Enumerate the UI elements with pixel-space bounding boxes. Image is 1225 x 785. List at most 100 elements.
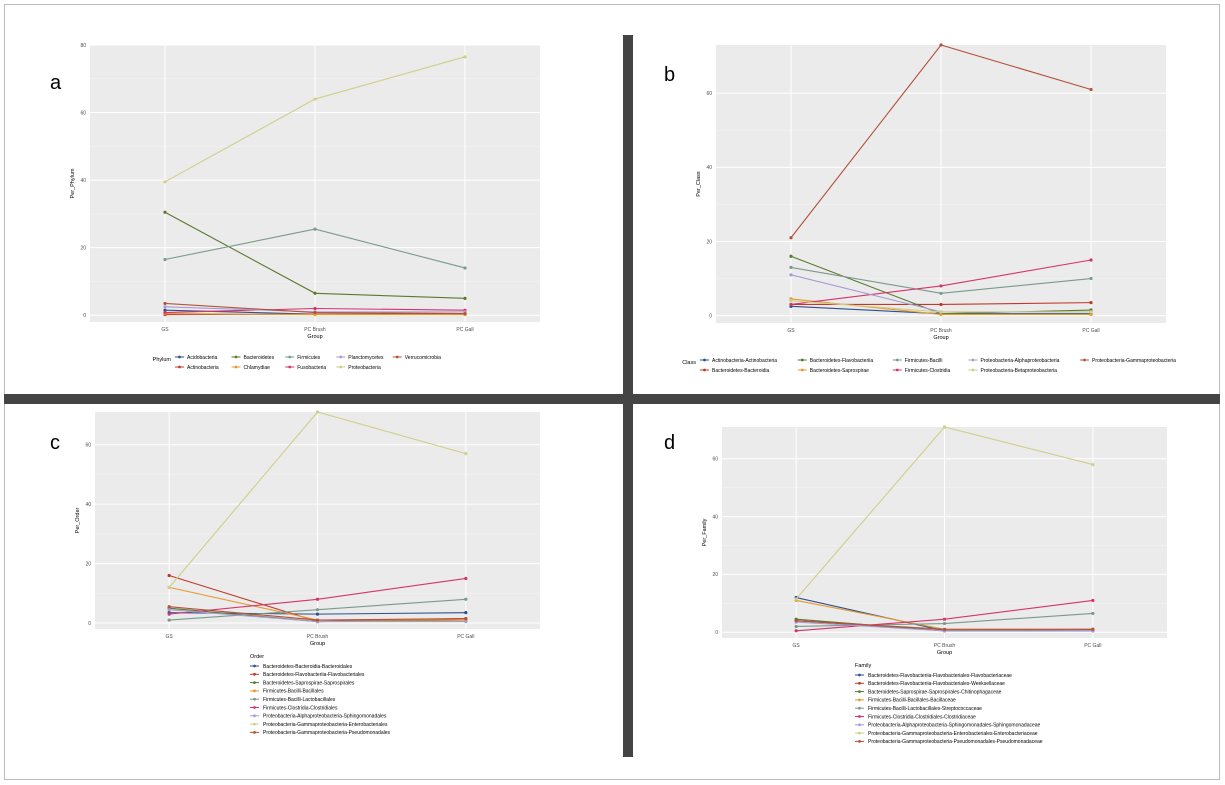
legend-label: Bacteroidetes-Saprospirae [810,368,869,374]
legend-title: Phylum [153,357,172,363]
data-point [1089,276,1093,281]
y-tick-label: 40 [706,165,712,171]
chart-panel-a: a 0 20 40 60 80 GS PC Brush PC Gall Group Per_Phy… [0,0,620,392]
data-point [463,296,467,300]
legend-key-point [895,368,899,372]
legend-key-point [234,355,238,359]
legend-label: Proteobacteria-Gammaproteobacteria-Pseud… [263,730,391,736]
legend-label: Actinobacteria-Actinobacteria [712,358,777,364]
legend-key-point [703,358,706,362]
legend-key-point [253,731,256,734]
x-axis-title: Group [933,335,948,341]
legend-label: Bacteroidetes-Saprospirae-Saprospirales [263,680,355,686]
data-point [942,617,947,621]
legend-label: Proteobacteria [348,365,381,371]
data-point [1089,87,1093,92]
data-point [464,619,468,624]
data-point [942,627,947,631]
x-tick-label: PC Gall [456,327,473,333]
legend-label: Firmicutes-Clostridia [905,368,951,374]
legend-key-point [288,355,292,359]
legend-label: Verrucomicrobia [405,355,441,361]
x-tick-label: PC Gall [1082,328,1099,334]
legend-key-point [895,358,899,362]
legend-key-point [971,358,975,362]
data-point [315,612,320,616]
legend-label: Bacteroidetes-Flavobacteriia-Flavobacter… [868,681,1005,687]
y-axis-title: Per_Order [75,507,81,533]
legend-label: Firmicutes-Bacilli [905,358,943,364]
legend-label: Proteobacteria-Alphaproteobacteria-Sphin… [868,723,1041,729]
x-tick-label: PC Gall [1084,643,1101,649]
x-tick-label: PC Gall [457,634,474,640]
y-tick-label: 40 [712,514,718,520]
legend-label: Firmicutes [297,355,321,361]
data-point [789,299,793,303]
legend-label: Planctomycetes [348,355,384,361]
y-tick-label: 60 [80,110,86,116]
data-point [463,311,467,316]
data-point [789,273,793,277]
y-tick-label: 0 [88,621,91,627]
data-point [1089,310,1093,314]
legend-title: Family [855,663,871,669]
data-point [942,425,947,429]
legend-key-point [858,690,861,693]
data-point [313,97,317,101]
legend-label: Bacteroidetes-Bacteroidia [712,368,769,374]
data-point [163,257,167,262]
x-tick-label: PC Brush [934,643,956,649]
legend-key-point [395,355,399,359]
legend-label: Firmicutes-Bacilli-Bacillales-Bacillacea… [868,698,956,704]
data-point [1089,258,1093,262]
x-tick-label: GS [787,328,795,334]
x-tick-label: GS [166,634,174,640]
legend-key-point [253,714,256,718]
legend-label: Proteobacteria-Gammaproteobacteria [1092,358,1176,364]
data-point [789,236,793,240]
legend-key-point [800,368,804,372]
data-point [789,265,793,269]
data-point [463,266,467,270]
data-point [313,291,317,295]
legend-label: Firmicutes-Bacilli-Lactobacillales-Strep… [868,706,982,712]
legend-label: Proteobacteria-Alphaproteobacteria-Sphin… [263,714,387,720]
data-point [464,576,468,581]
y-tick-label: 20 [80,245,86,251]
data-point [794,619,798,623]
data-point [163,308,167,312]
panel-letter: d [664,432,676,454]
legend-key-point [253,672,256,676]
x-tick-label: PC Brush [304,327,326,333]
panel-letter: b [664,64,676,86]
legend-key-point [253,697,256,701]
y-tick-label: 80 [80,43,86,49]
data-point [313,227,317,231]
y-axis-title: Per_Phylum [70,168,76,198]
y-tick-label: 0 [709,313,712,319]
data-point [942,621,947,626]
data-point [464,616,468,621]
legend-label: Bacteroidetes-Bacteroidia-Bacteroidales [263,664,353,670]
legend-label: Bacteroidetes-Flavobacteriia-Flavobacter… [263,672,365,678]
data-point [315,618,320,622]
data-point [167,612,171,616]
data-point [463,55,467,59]
legend-key-point [858,681,861,685]
data-point [163,305,167,309]
legend-title: Class [682,360,696,366]
legend-label: Proteobacteria-Gammaproteobacteria-Enter… [263,722,388,728]
data-point [315,608,320,612]
legend-label: Firmicutes-Clostridia-Clostridiales-Clos… [868,714,976,720]
data-point [464,452,468,456]
x-axis-title: Group [937,650,952,656]
data-point [464,597,468,601]
legend-label: Bacteroidetes [244,355,275,361]
y-tick-label: 40 [80,178,86,184]
data-point [167,605,171,609]
data-point [1091,462,1095,467]
